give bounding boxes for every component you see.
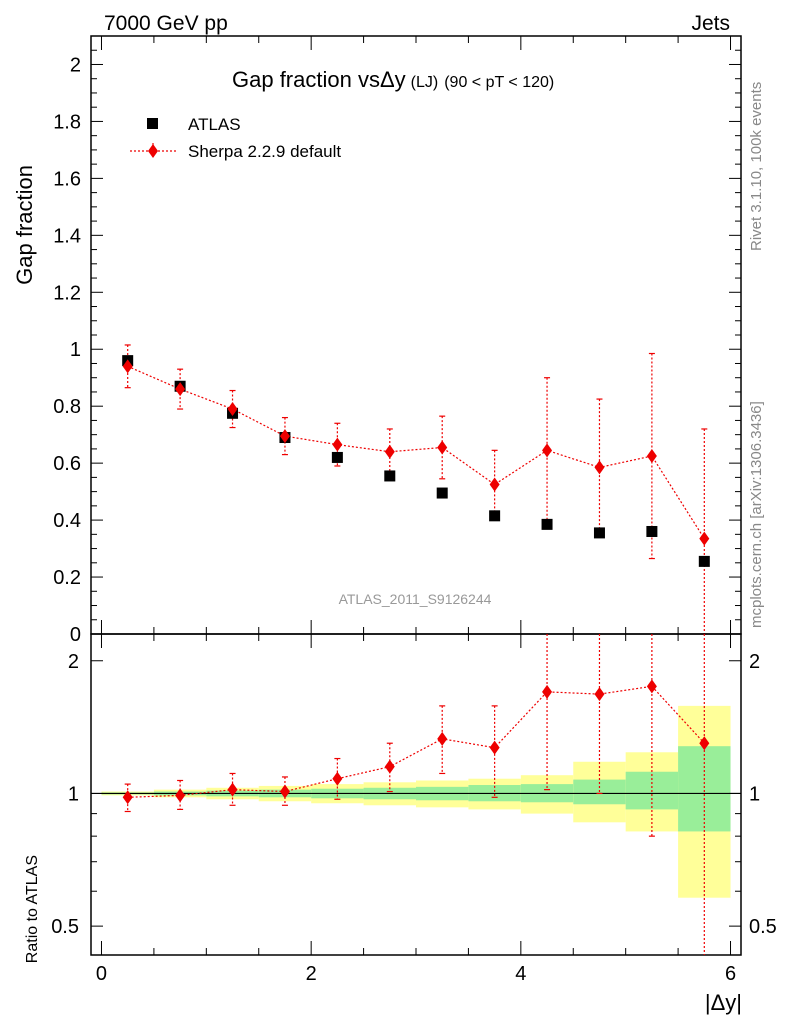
main-ylabel: Gap fraction [12,165,37,285]
main-y-tick-label: 1.2 [53,282,81,304]
atlas-data-point [436,487,448,499]
sherpa-data-point [175,382,186,397]
sherpa-ratio-point [646,679,657,694]
chart-title: Gap fraction vsΔy (LJ) (90 < pT < 120) [232,67,554,92]
atlas-data-point [698,555,710,567]
sherpa-ratio-point [279,784,290,799]
energy-label: 7000 GeV pp [104,12,228,35]
x-tick-label: 6 [725,963,736,985]
main-y-tick-label: 0.6 [53,453,81,475]
atlas-data-point [489,510,501,522]
sherpa-ratio-point [175,788,186,803]
main-y-tick-label: 0.2 [53,567,81,589]
ratio-panel: 0.5 0.5 1 1 2 2 0 2 4 6 [51,633,777,985]
x-axis-label: |Δy| [705,990,742,1015]
sherpa-data-point [332,437,343,452]
sherpa-data-point [699,531,710,546]
ratio-frame [90,633,742,956]
ratio-y-tick-label-left: 1 [68,783,79,805]
x-tick-label: 0 [96,963,107,985]
atlas-data-point [541,518,553,530]
main-panel: 0 0.2 0.4 0.6 0.8 1 1.2 1.4 1.6 1.8 2 Gap fraction … [53,35,742,646]
mcplots-label: mcplots.cern.ch [arXiv:1306.3436] [748,401,765,628]
ratio-ylabel: Ratio to ATLAS [24,855,41,963]
sherpa-ratio-point [594,687,605,702]
sherpa-ratio-point [699,736,710,751]
sherpa-ratio-line [127,685,705,798]
sherpa-data-point [489,477,500,492]
sherpa-data-point [227,402,238,417]
legend-atlas-label: ATLAS [188,115,241,134]
sherpa-data-point [542,443,553,458]
sherpa-data-point [384,444,395,459]
atlas-data-point [331,451,343,463]
sherpa-data-point [646,449,657,464]
main-y-tick-label: 1.6 [53,168,81,190]
main-y-tick-label: 1.8 [53,111,81,133]
sherpa-series-line [127,365,705,539]
sherpa-ratio-point [227,782,238,797]
sherpa-ratio-point [437,731,448,746]
main-y-tick-label: 0.8 [53,396,81,418]
x-tick-label: 2 [306,963,317,985]
ratio-y-tick-label-right: 2 [749,651,760,673]
ratio-y-tick-label-left: 2 [68,651,79,673]
ratio-y-tick-label-right: 1 [749,783,760,805]
sherpa-ratio-point [384,759,395,774]
process-label: Jets [691,12,730,35]
sherpa-data-point [122,359,133,374]
sherpa-ratio-point [122,790,133,805]
ratio-y-tick-label-left: 0.5 [51,916,79,938]
ratio-inner-band [678,746,731,832]
sherpa-data-point [594,460,605,475]
atlas-data-point [384,470,396,482]
rivet-label: Rivet 3.1.10, 100k events [748,82,765,251]
atlas-data-point [593,527,605,539]
main-y-tick-label: 1 [70,339,81,361]
legend-atlas-marker [147,118,158,129]
sherpa-data-point [437,440,448,455]
ratio-y-tick-label-right: 0.5 [749,916,777,938]
legend-sherpa-marker [148,144,158,158]
sherpa-ratio-point [542,684,553,699]
main-y-tick-label: 2 [70,54,81,76]
atlas-data-point [646,525,658,537]
main-y-tick-label: 0.4 [53,510,81,532]
main-y-tick-label: 0 [70,624,81,646]
sherpa-ratio-point [332,771,343,786]
sherpa-data-point [279,429,290,444]
legend-sherpa-label: Sherpa 2.2.9 default [188,142,341,161]
x-tick-label: 4 [515,963,526,985]
main-y-tick-label: 1.4 [53,225,81,247]
analysis-watermark: ATLAS_2011_S9126244 [339,591,492,607]
sherpa-ratio-point [489,740,500,755]
